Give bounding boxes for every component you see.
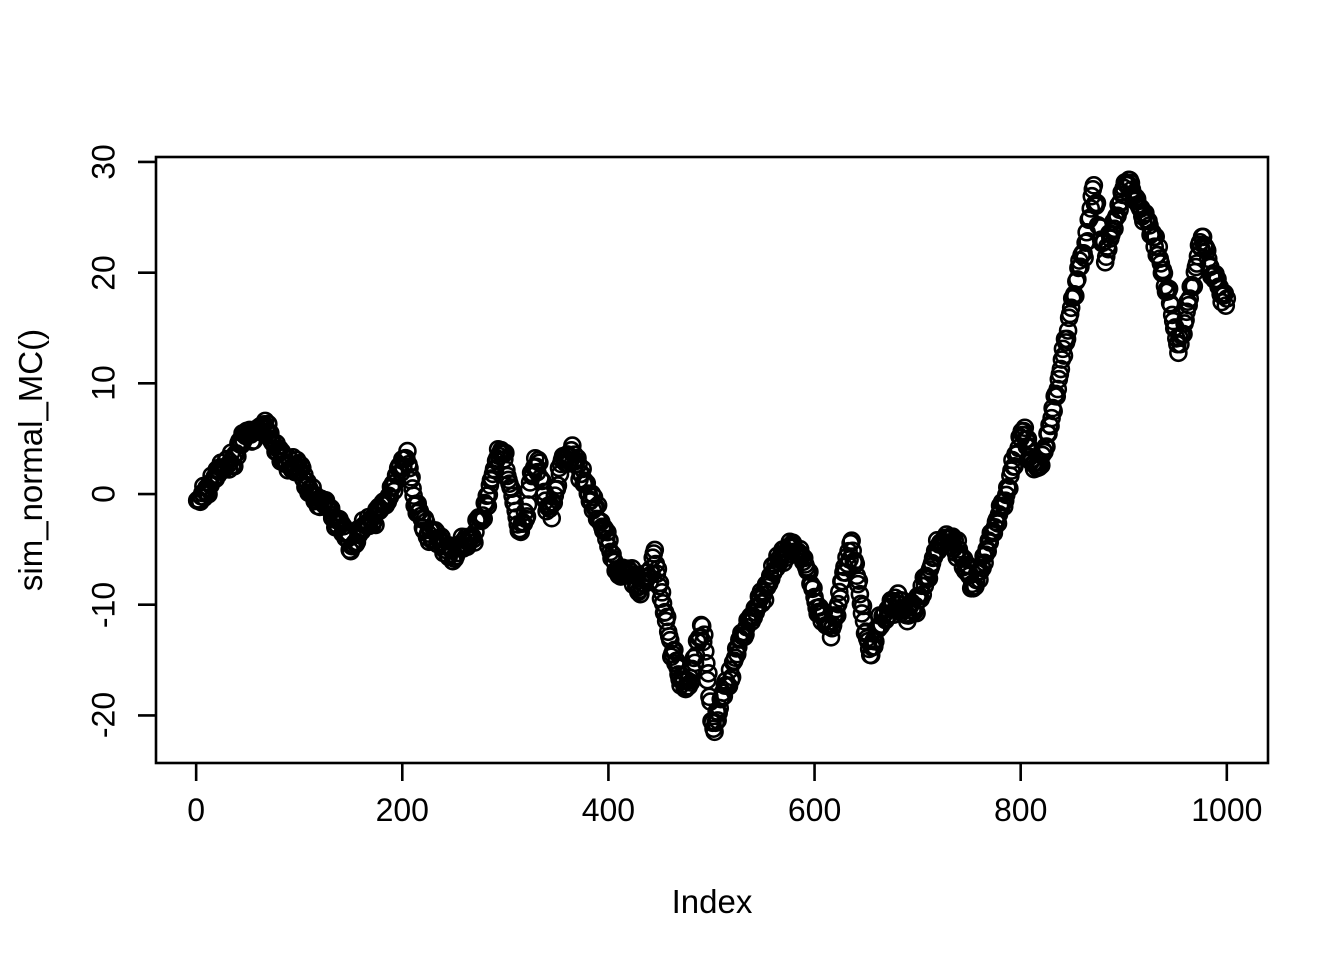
y-tick-label: 20: [85, 254, 122, 291]
data-point: [708, 711, 727, 730]
data-point: [970, 570, 989, 589]
data-point: [1105, 219, 1124, 239]
data-point: [1071, 257, 1090, 277]
data-point: [645, 540, 665, 560]
data-point: [685, 653, 705, 673]
data-point: [1087, 193, 1107, 213]
data-point: [1015, 418, 1035, 438]
data-point: [821, 627, 841, 647]
data-point: [665, 640, 684, 660]
data-point: [1061, 298, 1081, 318]
data-point: [1216, 296, 1236, 315]
data-point: [1018, 429, 1038, 449]
data-point: [667, 651, 686, 671]
x-axis-title: Index: [671, 883, 753, 920]
y-tick-label: 30: [85, 144, 122, 180]
data-point: [705, 722, 724, 742]
data-point: [478, 496, 498, 516]
data-point: [1047, 387, 1067, 406]
plot-box: [154, 155, 1270, 765]
y-axis-title: sim_normal_MC(): [12, 328, 49, 592]
data-point: [1000, 479, 1019, 498]
x-tick-label: 200: [375, 792, 429, 828]
x-tick-label: 1000: [1191, 792, 1263, 828]
data-point: [752, 594, 772, 613]
data-point: [1146, 227, 1165, 247]
y-tick-label: 10: [85, 365, 122, 402]
data-point: [851, 594, 871, 614]
data-point: [465, 533, 484, 552]
x-tick-label: 400: [581, 792, 636, 828]
data-point: [975, 553, 994, 573]
data-point: [596, 520, 615, 539]
data-point: [1057, 329, 1077, 349]
data-point: [696, 642, 715, 661]
data-point: [652, 583, 672, 602]
data-point: [517, 507, 537, 526]
data-point: [224, 456, 244, 476]
data-point: [850, 584, 870, 604]
data-point: [402, 468, 421, 487]
data-point: [598, 522, 617, 542]
data-point: [843, 541, 862, 561]
data-point: [978, 542, 998, 561]
data-point: [398, 441, 417, 461]
data-point: [693, 632, 713, 652]
y-tick-label: -20: [85, 692, 122, 739]
data-point: [846, 554, 866, 574]
data-point: [1179, 295, 1198, 315]
data-point: [1084, 176, 1104, 195]
data-point: [1037, 437, 1056, 456]
data-point: [1184, 276, 1204, 296]
data-point: [1217, 289, 1237, 308]
data-point: [842, 531, 861, 551]
data-point: [827, 606, 847, 625]
y-tick-label: 0: [85, 485, 122, 503]
data-point: [1068, 270, 1087, 289]
data-point: [548, 476, 568, 495]
data-point: [544, 493, 564, 513]
data-point: [825, 608, 845, 628]
data-point: [1096, 247, 1116, 267]
data-point: [804, 578, 823, 598]
data-point: [913, 585, 933, 604]
x-tick-label: 800: [993, 792, 1048, 828]
data-point: [261, 423, 280, 443]
data-point: [1174, 324, 1193, 344]
data-point: [600, 531, 619, 550]
y-tick-label: -10: [85, 581, 122, 628]
data-point: [400, 458, 419, 478]
data-point: [1051, 359, 1071, 379]
data-point: [1171, 334, 1190, 354]
data-point: [1005, 456, 1024, 476]
data-point: [699, 663, 718, 683]
x-tick-label: 0: [187, 792, 206, 828]
data-point: [829, 582, 849, 602]
data-point: [852, 604, 872, 623]
x-tick-label: 600: [787, 792, 842, 828]
data-point: [541, 496, 561, 515]
data-point: [1180, 289, 1200, 308]
data-point: [849, 571, 869, 590]
